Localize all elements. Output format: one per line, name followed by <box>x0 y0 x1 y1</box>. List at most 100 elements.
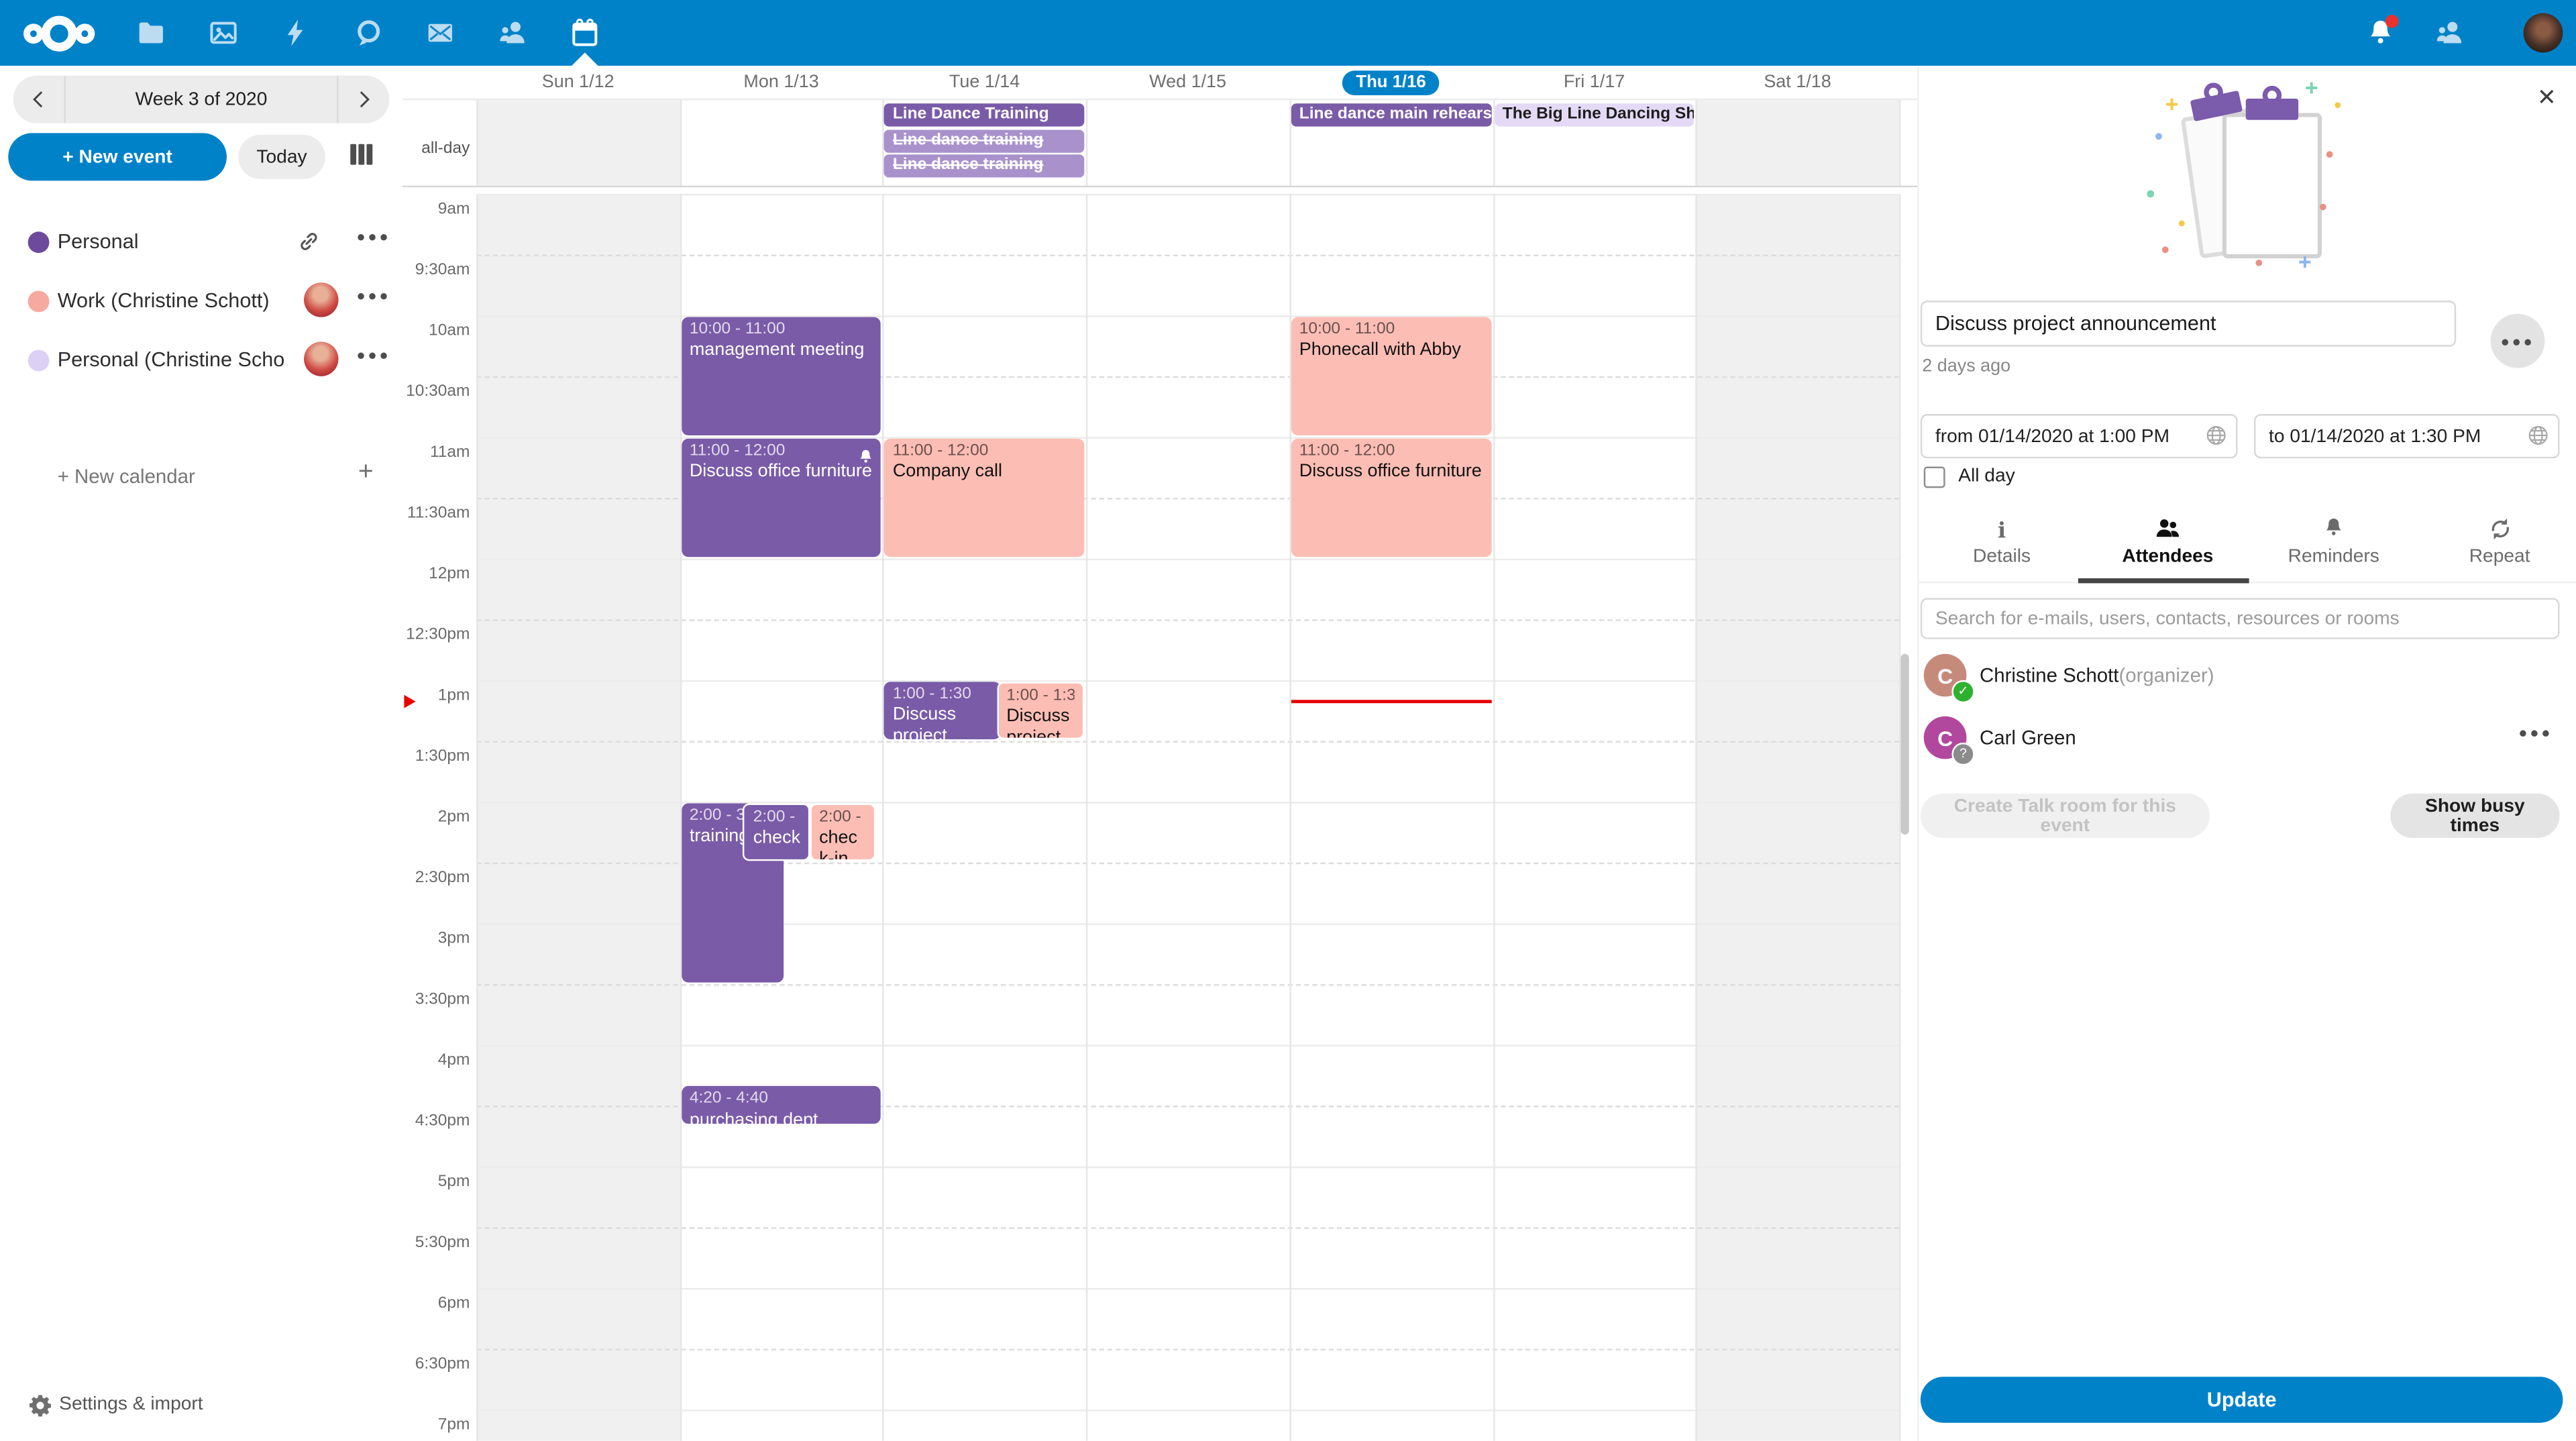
contacts-menu-icon[interactable] <box>2434 18 2464 48</box>
event-block[interactable]: 1:00 - 1:30 Discuss project <box>996 681 1085 740</box>
event-start-field <box>1920 414 2238 459</box>
all-day-event[interactable]: Line dance training <box>884 129 1085 152</box>
view-mode-button[interactable] <box>347 140 380 172</box>
event-block[interactable]: 11:00 - 12:00 Company call <box>884 437 1085 557</box>
new-calendar-button[interactable]: + New calendar + <box>0 453 402 502</box>
grid-line <box>476 498 1900 500</box>
all-day-event[interactable]: The Big Line Dancing Show <box>1494 103 1695 127</box>
tab-attendees[interactable]: Attendees <box>2085 513 2251 582</box>
time-label: 5pm <box>437 1173 470 1191</box>
event-editor-panel: ✕ <box>1917 65 2576 1441</box>
reminders-icon <box>2251 516 2416 547</box>
calendar-name: Personal (Christine Scho… <box>57 348 288 372</box>
grid-line <box>476 923 1900 925</box>
repeat-icon <box>2416 516 2576 547</box>
activity-app-button[interactable] <box>281 18 311 48</box>
contacts-app-button[interactable] <box>498 18 527 48</box>
photos-app-button[interactable] <box>209 18 238 48</box>
all-day-checkbox[interactable] <box>1923 466 1945 488</box>
event-time: 11:00 - 12:00 <box>892 441 989 460</box>
calendar-item-personal-christine-scho[interactable]: Personal (Christine Scho… ●●● <box>0 330 402 389</box>
weekend-shading <box>1696 100 1899 186</box>
day-header-tue: Tue 1/14 <box>883 66 1086 99</box>
calendar-app-button[interactable] <box>570 18 600 66</box>
end-datetime-input[interactable] <box>2254 414 2560 459</box>
talk-app-button[interactable] <box>354 18 383 48</box>
create-talk-room-button: Create Talk room for this event <box>1920 793 2210 838</box>
day-header-wed: Wed 1/15 <box>1086 66 1289 99</box>
new-event-button[interactable]: + New event <box>8 133 227 181</box>
grid-line <box>476 862 1900 865</box>
all-day-event[interactable]: Line dance main rehearsal <box>1291 103 1491 127</box>
previous-week-button[interactable] <box>13 76 64 123</box>
settings-import-button[interactable]: Settings & import <box>0 1388 402 1424</box>
event-block[interactable]: 10:00 - 11:00 management meeting <box>681 316 881 435</box>
grid-line <box>476 1106 1900 1108</box>
tab-details[interactable]: i Details <box>1919 513 2084 582</box>
files-app-button[interactable] <box>136 18 166 48</box>
day-label: Fri 1/17 <box>1563 72 1625 93</box>
event-title: Discuss office furniture <box>689 462 872 482</box>
event-title-input[interactable] <box>1920 301 2457 347</box>
timezone-globe-icon[interactable] <box>2527 424 2550 447</box>
event-block[interactable]: 2:00 - 2:30 check-in <box>809 802 875 861</box>
time-label: 2pm <box>437 808 470 826</box>
all-day-event[interactable]: Line Dance Training <box>884 103 1085 127</box>
calendar-menu-button[interactable]: ●●● <box>356 346 391 364</box>
attendee-menu-button[interactable]: ●●● <box>2518 725 2553 741</box>
event-block[interactable]: 11:00 - 12:00 Discuss office furniture <box>1291 437 1491 557</box>
nextcloud-logo-icon[interactable] <box>23 11 95 64</box>
day-header-mon: Mon 1/13 <box>680 66 883 99</box>
time-label: 1:30pm <box>415 747 470 766</box>
day-header-sat: Sat 1/18 <box>1696 66 1899 99</box>
event-block[interactable]: 11:00 - 12:00 Discuss office furniture <box>681 437 881 557</box>
next-week-button[interactable] <box>338 76 389 123</box>
event-block[interactable]: 4:20 - 4:40 purchasing dept <box>681 1086 881 1124</box>
attendee-avatar: C <box>1923 716 1967 759</box>
time-label: 6pm <box>437 1294 470 1313</box>
column-divider <box>1086 193 1088 1441</box>
time-label: 9:30am <box>415 261 470 280</box>
notifications-bell-icon[interactable] <box>2366 15 2399 48</box>
tab-repeat[interactable]: Repeat <box>2416 513 2576 582</box>
all-day-event[interactable]: Line dance training <box>884 154 1085 178</box>
grid-line <box>476 619 1900 621</box>
calendar-menu-button[interactable]: ●●● <box>356 228 391 245</box>
event-time: 11:00 - 12:00 <box>1299 441 1395 460</box>
editor-tabs: i Details Attendees Reminders Repeat <box>1919 513 2576 584</box>
update-button[interactable]: Update <box>1920 1377 2563 1423</box>
share-link-icon[interactable] <box>297 230 320 253</box>
close-icon[interactable]: ✕ <box>2536 83 2557 111</box>
column-divider <box>1493 100 1495 186</box>
time-label: 2:30pm <box>415 869 470 888</box>
calendar-color-dot <box>28 290 50 312</box>
event-block[interactable]: 1:00 - 1:30 Discuss project announcement <box>884 681 1001 740</box>
vertical-scrollbar[interactable] <box>1900 653 1909 835</box>
calendar-name: Personal <box>57 229 139 254</box>
calendar-item-personal[interactable]: Personal ●●● <box>0 212 402 271</box>
calendar-menu-button[interactable]: ●●● <box>356 287 391 305</box>
grid-line <box>476 254 1900 257</box>
tab-reminders[interactable]: Reminders <box>2251 513 2416 582</box>
mail-app-button[interactable] <box>425 18 455 48</box>
time-label: 1pm <box>437 686 470 705</box>
event-block[interactable]: 2:00 - 2:30 check-in <box>743 802 810 861</box>
week-label[interactable]: Week 3 of 2020 <box>135 89 268 109</box>
accepted-check-badge: ✓ <box>1951 680 1975 704</box>
day-header-fri: Fri 1/17 <box>1493 66 1696 99</box>
event-block[interactable]: 10:00 - 11:00 Phonecall with Abby <box>1291 316 1491 435</box>
column-divider <box>1696 193 1698 1441</box>
user-avatar[interactable] <box>2523 13 2563 53</box>
attendee-row: C? Carl Green ●●● <box>1919 711 2576 770</box>
today-button[interactable]: Today <box>238 134 325 179</box>
grid-line <box>476 315 1900 317</box>
attendee-search-input[interactable] <box>1920 598 2560 639</box>
settings-label: Settings & import <box>59 1395 203 1415</box>
calendar-item-work-christine-schott[interactable]: Work (Christine Schott) ●●● <box>0 271 402 330</box>
calendar-color-dot <box>28 231 50 252</box>
day-label[interactable]: Thu 1/16 <box>1342 70 1440 95</box>
event-actions-menu-button[interactable]: ●●● <box>2490 313 2545 368</box>
start-datetime-input[interactable] <box>1920 414 2238 459</box>
show-busy-times-button[interactable]: Show busy times <box>2390 793 2560 838</box>
timezone-globe-icon[interactable] <box>2205 424 2228 447</box>
